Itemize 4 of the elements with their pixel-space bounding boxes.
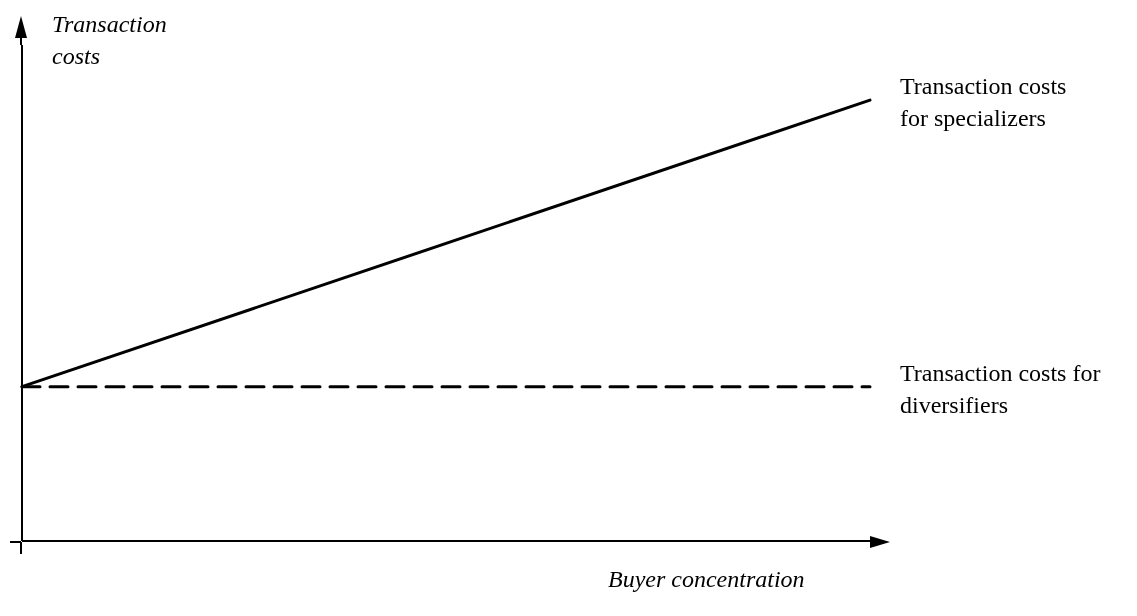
series-label: Transaction costs for specializers (900, 72, 1068, 134)
x-axis-title: Buyer concentration (608, 566, 805, 593)
series-label: Transaction costs for diversifiers (900, 359, 1102, 421)
y-axis-title: Transaction costs (52, 10, 168, 71)
